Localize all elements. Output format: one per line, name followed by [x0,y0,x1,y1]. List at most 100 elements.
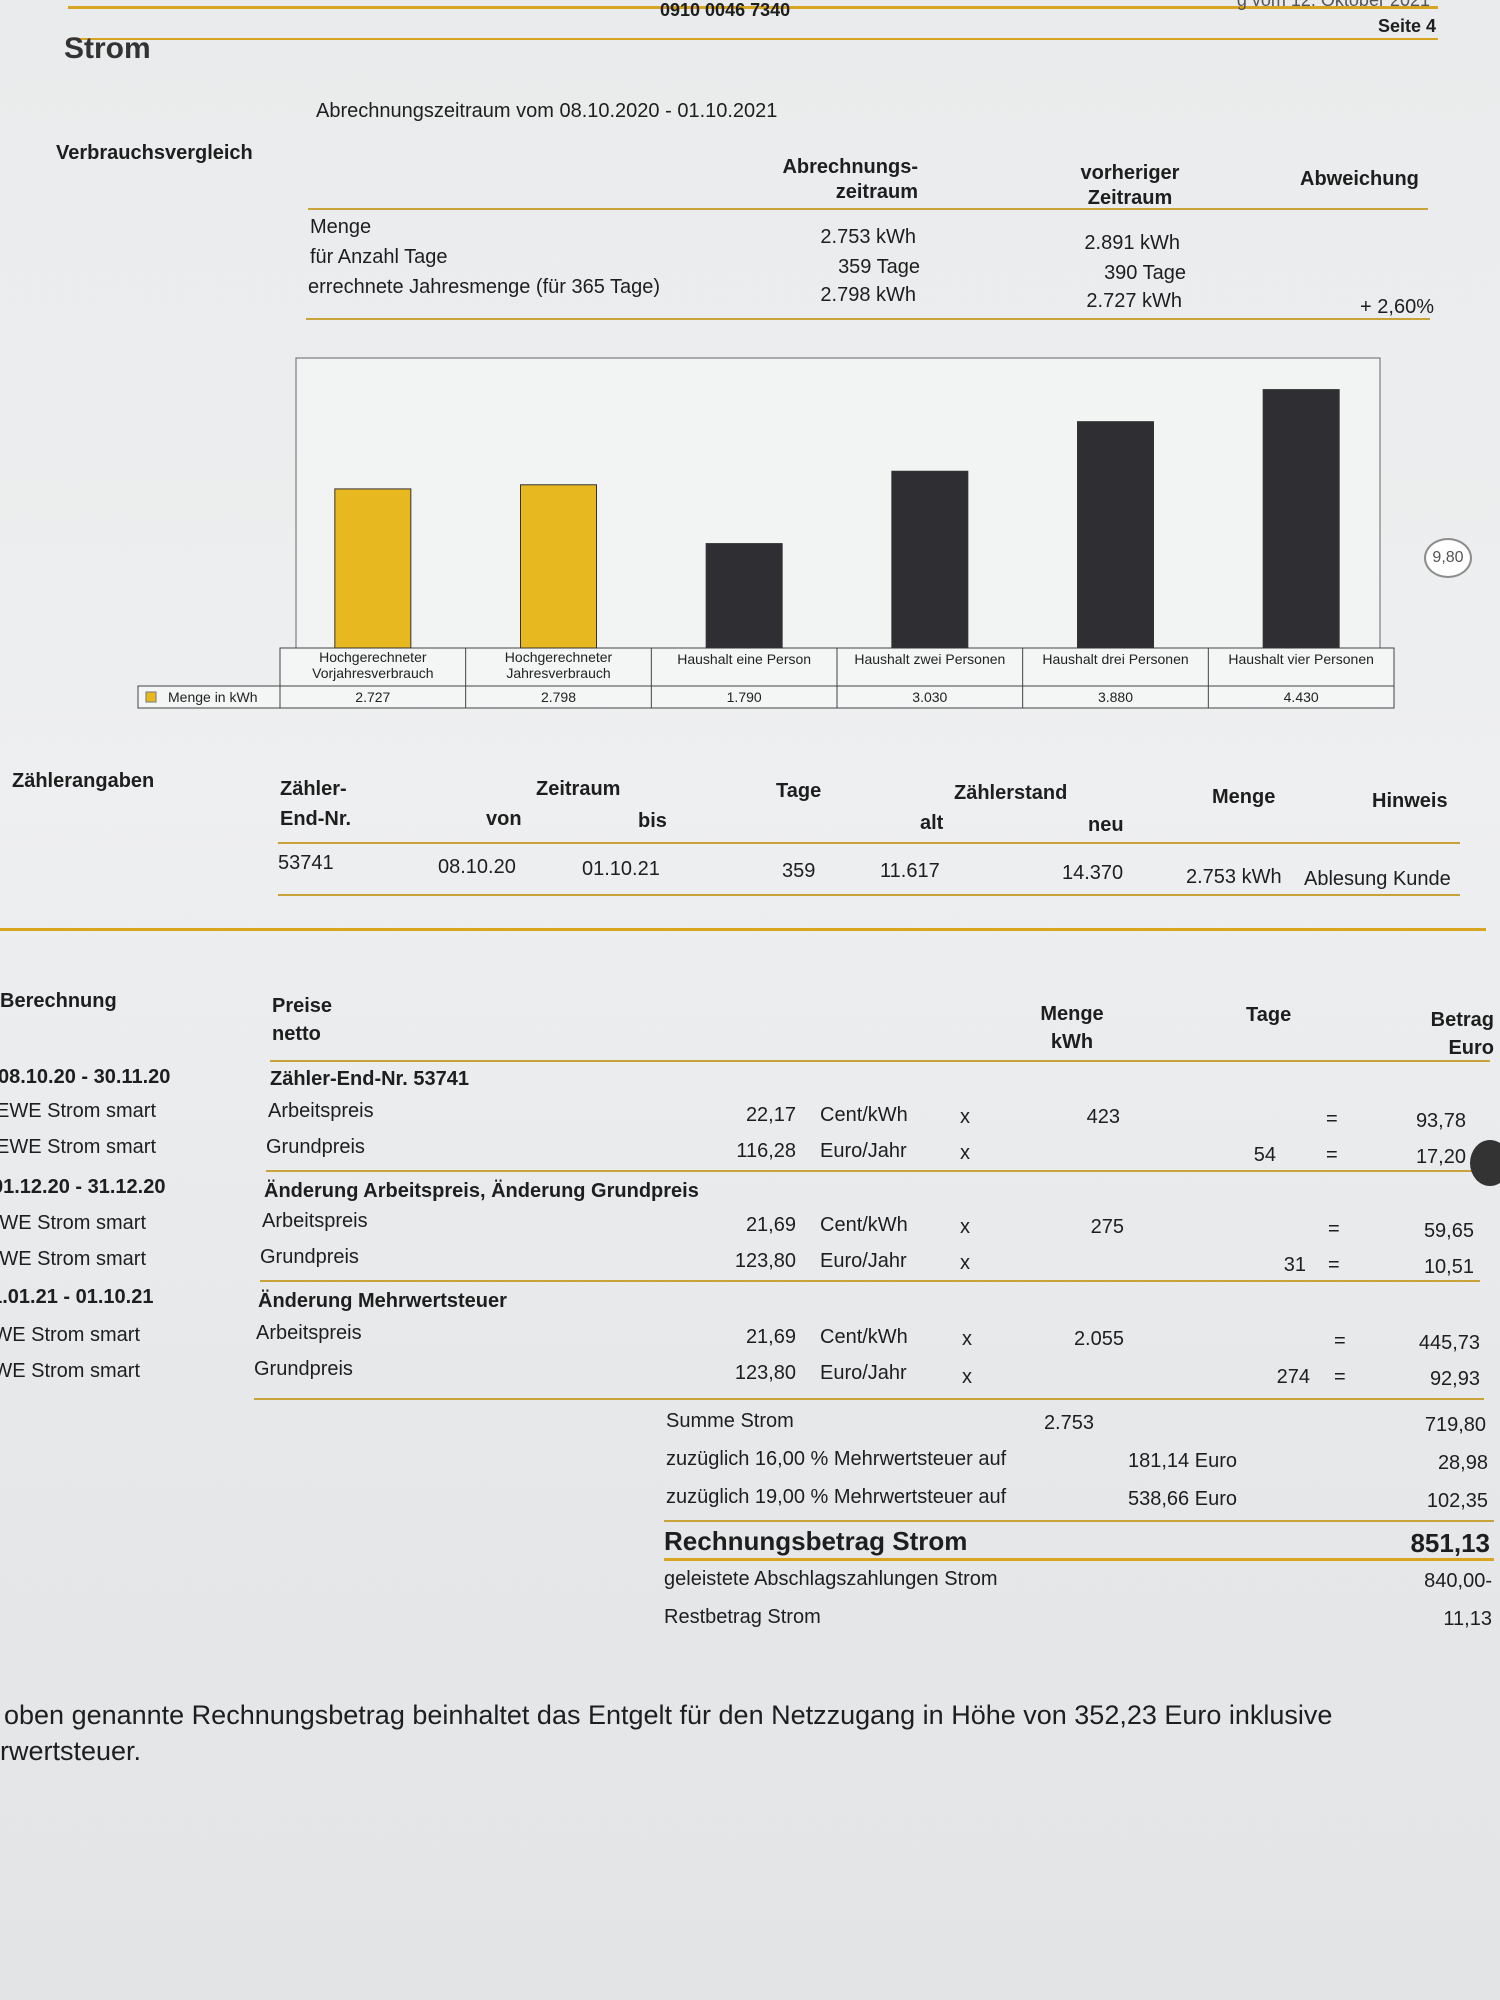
calc-header-rule [270,1060,1490,1062]
calc-row-product: EWE Strom smart [0,1100,157,1122]
calc-row-product: EWE Strom smart [0,1360,141,1382]
meter-new-reading: 14.370 [1062,862,1124,884]
meter-amount: 2.753 kWh [1186,866,1282,888]
calc-row-unit: Euro/Jahr [820,1362,907,1384]
vat16-label: zuzüglich 16,00 % Mehrwertsteuer auf [666,1448,1007,1470]
comparison-col-prev-line1: vorheriger [1080,162,1180,184]
calc-block-heading: Zähler-End-Nr. 53741 [270,1068,469,1090]
meter-to: 01.10.21 [582,858,660,880]
vat19-amount: 102,35 [1426,1490,1488,1512]
calc-row-amount: 10,51 [1423,1256,1474,1278]
chart-bar [891,470,969,649]
paid-label: geleistete Abschlagszahlungen Strom [664,1568,998,1590]
invoice-total-label: Rechnungsbetrag Strom [664,1526,968,1556]
chart-value-label: 3.880 [1098,689,1133,705]
page-number: Seite 4 [1377,16,1436,36]
chart-bar [705,543,783,649]
chart-legend-cell [137,685,281,709]
chart-category-label: Hochgerechneter [505,649,613,665]
comparison-row-label: für Anzahl Tage [310,246,448,268]
invoice-total-amount: 851,13 [1410,1528,1490,1558]
chart-plot-frame [295,357,1381,649]
chart-bar [1262,389,1340,649]
sum-amount: 719,80 [1424,1414,1486,1436]
comparison-col-prev-line2: Zeitraum [1087,187,1173,209]
calc-row-item: Arbeitspreis [262,1210,368,1232]
calc-row-amount: 17,20 [1415,1146,1466,1168]
calc-col-qty-line2: kWh [1050,1031,1094,1053]
comparison-col-current-line2: zeitraum [835,181,918,203]
calc-block-heading: Änderung Mehrwertsteuer [258,1290,507,1312]
billing-period: Abrechnungszeitraum vom 08.10.2020 - 01.… [316,100,778,122]
comparison-row-current: 2.798 kWh [820,284,916,306]
chart-category-label: Haushalt zwei Personen [854,651,1005,667]
calc-col-amount-line2: Euro [1448,1037,1494,1059]
comparison-col-prev: vorheriger Zeitraum [1040,162,1220,210]
calc-row-amount: 93,78 [1415,1110,1466,1132]
meter-bottom-rule [278,894,1460,896]
meter-header-rule [278,842,1460,844]
comparison-row-prev: 2.727 kWh [1086,290,1182,312]
calc-col-amount-line1: Betrag [1430,1009,1494,1031]
calc-row-amount: 445,73 [1418,1332,1480,1354]
calc-row-price: 21,69 [745,1326,796,1348]
calc-row-product: EWE Strom smart [0,1136,157,1158]
meter-col-reading: Zählerstand [954,782,1068,804]
calc-row-item: Grundpreis [266,1136,365,1158]
invoice-total-rule [664,1558,1494,1561]
calc-block-rule [254,1398,1484,1400]
calc-col-days: Tage [1246,1004,1292,1026]
chart-value-label: 2.727 [355,689,390,705]
calc-row-days: 274 [1276,1366,1310,1388]
calc-block-period: 01.12.20 - 31.12.20 [0,1176,166,1198]
meter-col-to: bis [638,810,667,832]
meter-note: Ablesung Kunde [1304,868,1451,890]
calc-row-unit: Cent/kWh [820,1214,908,1236]
header-top-line [68,6,1438,9]
comparison-col-current: Abrechnungs- zeitraum [700,156,918,204]
calc-row-eq: = [1328,1218,1340,1240]
sum-qty: 2.753 [1043,1412,1094,1434]
calc-row-item: Grundpreis [260,1246,359,1268]
calc-row-unit: Cent/kWh [820,1104,908,1126]
calc-row-x: x [962,1328,972,1350]
calc-row-days: 31 [1283,1254,1306,1276]
header-bottom-line [68,38,1438,40]
chart-category-label: Hochgerechneter [319,649,427,665]
calc-row-eq: = [1326,1144,1338,1166]
chart-category-label: Vorjahresverbrauch [312,665,433,681]
calc-row-unit: Cent/kWh [820,1326,908,1348]
calc-row-qty: 275 [1090,1216,1124,1238]
rest-amount: 11,13 [1443,1608,1492,1630]
paid-amount: 840,00- [1424,1570,1492,1592]
comparison-row-label: errechnete Jahresmenge (für 365 Tage) [308,276,661,298]
calc-row-price: 22,17 [745,1104,796,1126]
comparison-row-label: Menge [310,216,372,238]
calc-row-amount: 92,93 [1429,1368,1480,1390]
calc-row-qty: 2.055 [1073,1328,1124,1350]
calc-row-x: x [960,1252,970,1274]
calc-row-eq: = [1326,1108,1338,1130]
meter-col-meter-line1: Zähler- [280,778,347,800]
invoice-date: g vom 12. Oktober 2021 [1236,0,1430,10]
calc-row-price: 123,80 [734,1250,796,1272]
meter-section-label: Zählerangaben [12,770,155,792]
calc-row-product: EWE Strom smart [0,1212,147,1234]
chart-category-label: Haushalt eine Person [677,651,811,667]
calc-section-label: Berechnung [0,990,117,1012]
comparison-bottom-rule [306,318,1430,320]
meter-col-meter-line2: End-Nr. [280,808,352,830]
sum-label: Summe Strom [666,1410,794,1432]
comparison-row-current: 359 Tage [838,256,920,278]
calc-block-rule [266,1170,1476,1172]
price-sticker: 9,80 [1424,538,1472,578]
chart-category-label: Haushalt vier Personen [1228,651,1374,667]
calc-row-unit: Euro/Jahr [820,1250,907,1272]
calc-row-x: x [962,1366,972,1388]
calc-row-item: Grundpreis [254,1358,353,1380]
calc-block-rule [260,1280,1480,1282]
calc-col-prices-line2: netto [272,1023,321,1045]
chart-bar [520,484,597,649]
calc-row-product: EWE Strom smart [0,1248,147,1270]
contract-number: 0910 0046 7340 [660,0,791,20]
